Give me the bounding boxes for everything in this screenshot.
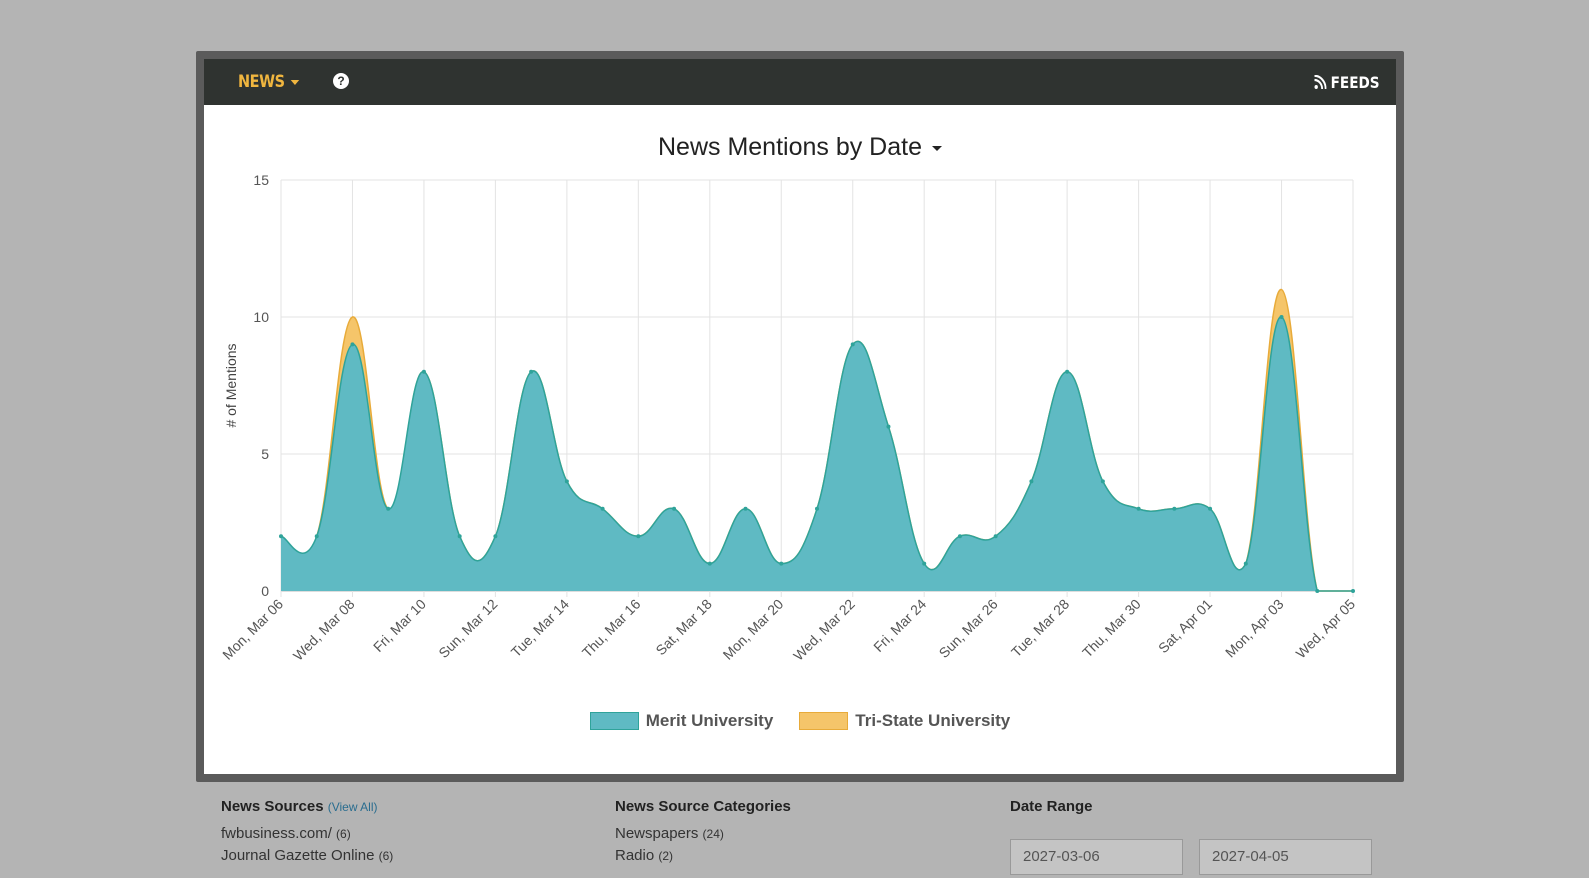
- data-point: [815, 506, 819, 511]
- filters-section: News Sources (View All) fwbusiness.com/ …: [204, 784, 1396, 878]
- data-point: [1208, 506, 1213, 511]
- source-count: (6): [336, 827, 351, 841]
- source-count: (6): [378, 849, 394, 863]
- x-tick-label: Fri, Mar 10: [370, 596, 429, 655]
- source-item[interactable]: fwbusiness.com/ (6): [221, 825, 393, 842]
- help-icon[interactable]: ?: [333, 73, 349, 89]
- end-date-input[interactable]: 2027-04-05: [1199, 839, 1372, 875]
- data-point: [922, 561, 927, 566]
- source-item[interactable]: Journal Gazette Online (6): [221, 847, 393, 864]
- category-name: Newspapers: [615, 825, 699, 842]
- y-tick-label: 15: [253, 172, 269, 188]
- legend-item-merit[interactable]: Merit University: [589, 711, 774, 731]
- rss-icon: [1314, 75, 1327, 89]
- categories-filter: News Source Categories Newspapers (24) R…: [615, 798, 791, 869]
- x-tick-label: Tue, Mar 28: [1008, 596, 1072, 660]
- legend-swatch-tristate: [799, 712, 849, 730]
- news-sources-heading: News Sources (View All): [221, 798, 393, 815]
- data-point: [493, 534, 498, 539]
- data-point: [707, 561, 712, 566]
- source-name: fwbusiness.com/: [221, 825, 332, 842]
- data-point: [1029, 479, 1034, 484]
- chart-title: News Mentions by Date: [657, 133, 922, 161]
- x-tick-label: Mon, Apr 03: [1222, 596, 1287, 661]
- category-count: (24): [702, 827, 724, 841]
- legend-label-tristate: Tri-State University: [855, 711, 1011, 730]
- data-point: [1065, 369, 1070, 374]
- category-item[interactable]: Radio (2): [615, 847, 791, 864]
- data-point: [350, 342, 355, 347]
- data-point: [1279, 315, 1284, 319]
- data-point: [1136, 506, 1141, 511]
- feeds-label: FEEDS: [1331, 72, 1380, 92]
- data-point: [636, 534, 641, 539]
- y-tick-label: 0: [261, 583, 269, 599]
- x-tick-label: Fri, Mar 24: [870, 596, 929, 655]
- date-range-heading: Date Range: [1010, 798, 1093, 815]
- x-tick-label: Thu, Mar 16: [579, 596, 644, 661]
- data-point: [743, 506, 748, 511]
- y-tick-label: 10: [253, 309, 269, 325]
- x-tick-label: Tue, Mar 14: [508, 596, 572, 660]
- data-point: [993, 534, 998, 539]
- x-tick-label: Mon, Mar 20: [720, 596, 787, 663]
- y-axis-label: # of Mentions: [223, 343, 239, 427]
- news-sources-filter: News Sources (View All) fwbusiness.com/ …: [221, 798, 393, 869]
- feeds-button[interactable]: FEEDS: [1314, 59, 1380, 105]
- source-name: Journal Gazette Online: [221, 847, 375, 864]
- legend-swatch-merit: [589, 712, 639, 730]
- x-tick-label: Sat, Apr 01: [1155, 596, 1215, 656]
- x-tick-label: Wed, Mar 22: [790, 596, 858, 664]
- x-tick-label: Sat, Mar 18: [652, 596, 715, 659]
- series-area-merit-university: [281, 316, 1353, 591]
- data-point: [529, 369, 534, 374]
- news-sources-title: News Sources: [221, 798, 324, 815]
- x-tick-label: Mon, Mar 06: [219, 596, 286, 663]
- data-point: [314, 534, 319, 539]
- data-point: [1351, 589, 1355, 593]
- y-tick-label: 5: [261, 446, 269, 462]
- chart-panel: News Mentions by Date 0 5 10 15 Mon, Mar 06 W…: [204, 105, 1396, 774]
- x-tick-label: Wed, Apr 05: [1293, 596, 1359, 662]
- data-point: [850, 342, 855, 347]
- category-name: Radio: [615, 847, 655, 864]
- x-tick-label: Sun, Mar 12: [435, 596, 500, 661]
- news-menu-button[interactable]: NEWS: [238, 72, 300, 92]
- category-item[interactable]: Newspapers (24): [615, 825, 791, 842]
- category-count: (2): [658, 849, 674, 863]
- view-all-link[interactable]: (View All): [327, 800, 378, 814]
- data-point: [564, 479, 569, 484]
- top-navbar: NEWS ? FEEDS: [204, 59, 1396, 105]
- data-point: [1315, 589, 1320, 593]
- news-menu-label: NEWS: [238, 72, 285, 92]
- data-point: [1243, 561, 1248, 566]
- legend-item-tristate[interactable]: Tri-State University: [799, 711, 1010, 731]
- data-point: [386, 506, 391, 511]
- categories-heading: News Source Categories: [615, 798, 791, 815]
- data-point: [886, 424, 891, 429]
- chart-legend: Merit University Tri-State University: [204, 711, 1396, 731]
- x-tick-label: Sun, Mar 26: [936, 596, 1001, 661]
- legend-label-merit: Merit University: [645, 711, 774, 730]
- data-point: [779, 561, 784, 566]
- data-point: [957, 534, 962, 539]
- data-point: [1172, 506, 1177, 511]
- data-point: [457, 534, 462, 539]
- chevron-down-icon: [290, 79, 300, 85]
- data-point: [421, 369, 426, 374]
- chart-title-dropdown[interactable]: News Mentions by Date: [204, 133, 1396, 162]
- data-point: [672, 506, 677, 511]
- date-range-filter: Date Range: [1010, 798, 1093, 825]
- start-date-input[interactable]: 2027-03-06: [1010, 839, 1183, 875]
- x-tick-label: Thu, Mar 30: [1079, 596, 1144, 661]
- data-point: [600, 506, 605, 511]
- chevron-down-icon: [932, 145, 942, 151]
- data-point: [279, 534, 283, 539]
- data-point: [1100, 479, 1105, 484]
- x-tick-label: Wed, Mar 08: [290, 596, 358, 664]
